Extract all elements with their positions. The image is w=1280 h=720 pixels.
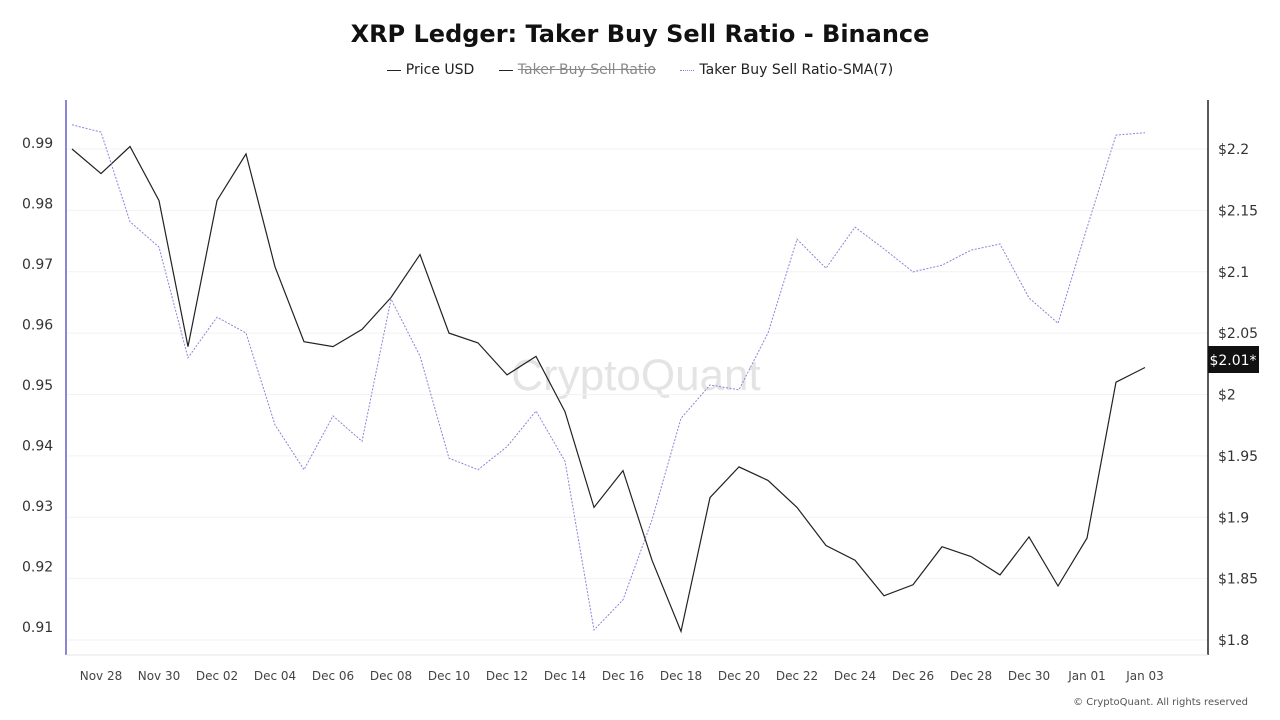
y-left-tick-label: 0.93: [22, 499, 53, 515]
legend-swatch: [386, 69, 401, 71]
copyright: © CryptoQuant. All rights reserved: [1073, 697, 1248, 708]
x-tick-label: Dec 16: [602, 669, 644, 683]
x-tick-label: Dec 24: [834, 669, 876, 683]
y-left-tick-label: 0.96: [22, 318, 53, 334]
x-tick-label: Dec 02: [196, 669, 238, 683]
y-left-tick-label: 0.95: [22, 378, 53, 394]
x-tick-label: Dec 12: [486, 669, 528, 683]
x-tick-label: Dec 14: [544, 669, 586, 683]
last-value-label: $2.01*: [1209, 353, 1256, 369]
y-right-tick-label: $2: [1218, 388, 1236, 404]
y-right-tick-label: $1.8: [1218, 633, 1249, 649]
chart-title: XRP Ledger: Taker Buy Sell Ratio - Binan…: [350, 20, 930, 48]
y-left-tick-label: 0.99: [22, 136, 53, 152]
x-tick-label: Dec 28: [950, 669, 992, 683]
y-right-tick-label: $1.85: [1218, 572, 1258, 588]
badge-bg: [1208, 346, 1259, 373]
legend-item-price[interactable]: Price USD: [386, 62, 474, 78]
legend-item-sma[interactable]: Taker Buy Sell Ratio-SMA(7): [680, 62, 893, 78]
x-tick-label: Nov 28: [80, 669, 123, 683]
x-tick-label: Dec 08: [370, 669, 412, 683]
legend-swatch: [498, 69, 513, 71]
x-tick-label: Dec 20: [718, 669, 760, 683]
y-left-tick-label: 0.94: [22, 439, 53, 455]
x-tick-label: Jan 01: [1067, 669, 1106, 683]
series-line-taker-buy-sell-ratio-sma-7-: [71, 124, 1146, 632]
x-tick-label: Jan 03: [1125, 669, 1164, 683]
y-left-tick-label: 0.92: [22, 560, 53, 576]
x-tick-label: Dec 10: [428, 669, 470, 683]
y-right-tick-label: $2.2: [1218, 142, 1249, 158]
watermark: CryptoQuant: [511, 351, 760, 400]
x-tick-label: Nov 30: [138, 669, 181, 683]
x-tick-label: Dec 26: [892, 669, 934, 683]
series-line-price-usd: [71, 145, 1146, 634]
y-right-tick-label: $2.1: [1218, 265, 1249, 281]
y-right-tick-label: $1.95: [1218, 449, 1258, 465]
y-right-tick-label: $2.05: [1218, 326, 1258, 342]
x-tick-label: Dec 18: [660, 669, 702, 683]
x-tick-label: Dec 30: [1008, 669, 1050, 683]
x-tick-label: Dec 06: [312, 669, 354, 683]
last-value-badge: $2.01*: [1208, 346, 1259, 373]
legend-item-ratio[interactable]: Taker Buy Sell Ratio: [498, 62, 656, 78]
y-left-tick-label: 0.97: [22, 257, 53, 273]
y-right-tick-label: $2.15: [1218, 203, 1258, 219]
legend: Price USD Taker Buy Sell Ratio Taker Buy…: [0, 62, 1280, 78]
x-tick-label: Dec 04: [254, 669, 296, 683]
legend-swatch: [680, 69, 695, 71]
y-right-tick-label: $1.9: [1218, 510, 1249, 526]
x-tick-label: Dec 22: [776, 669, 818, 683]
y-left-tick-label: 0.91: [22, 620, 53, 636]
y-left-tick-label: 0.98: [22, 197, 53, 213]
